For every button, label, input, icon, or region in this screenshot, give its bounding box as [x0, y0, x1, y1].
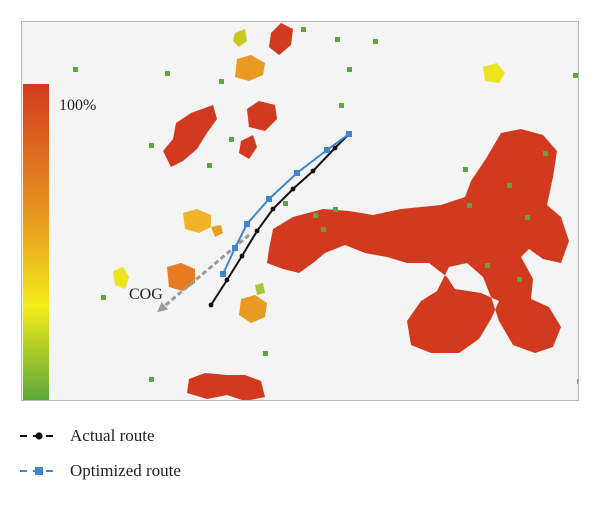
point-actual-route-6	[239, 253, 245, 259]
cell-3	[373, 39, 378, 44]
scattered-cells	[73, 27, 578, 384]
cell-16	[507, 183, 512, 188]
region-mid-7	[167, 263, 195, 291]
cell-20	[333, 207, 338, 212]
cell-25	[229, 137, 234, 142]
point-optimized-route-5	[232, 245, 238, 251]
legend-swatch-actual-route	[20, 432, 58, 440]
point-actual-route-3	[290, 186, 296, 192]
colorbar-max-label: 100%	[59, 97, 96, 114]
region-low-11	[483, 63, 505, 83]
point-actual-route-1	[332, 145, 338, 151]
region-high-5	[187, 373, 265, 400]
risk-regions	[113, 23, 569, 400]
cell-24	[577, 379, 578, 384]
cell-2	[335, 37, 340, 42]
legend-entry-actual-route: Actual route	[18, 424, 155, 448]
region-mid-6	[235, 55, 265, 81]
point-optimized-route-0	[346, 131, 352, 137]
cell-15	[525, 215, 530, 220]
cell-19	[313, 213, 318, 218]
point-optimized-route-6	[220, 271, 226, 277]
region-low-14	[255, 283, 265, 295]
cell-11	[339, 103, 344, 108]
legend-label-optimized-route: Optimized route	[70, 461, 181, 480]
legend: Actual route Optimized route	[18, 422, 318, 492]
cell-5	[165, 71, 170, 76]
routes	[208, 131, 352, 308]
cell-4	[73, 67, 78, 72]
region-high-1	[247, 101, 277, 131]
cell-22	[101, 295, 106, 300]
point-actual-route-8	[208, 302, 214, 308]
cell-9	[149, 143, 154, 148]
region-high-0	[163, 105, 217, 167]
region-mid-10	[211, 225, 223, 237]
region-mid-8	[239, 295, 267, 323]
legend-entry-optimized-route: Optimized route	[18, 459, 181, 483]
region-high-4	[267, 129, 569, 353]
region-mid-9	[183, 209, 211, 233]
region-low-13	[233, 29, 247, 47]
cog-annotation: COG	[129, 286, 163, 303]
cell-18	[517, 277, 522, 282]
region-low-12	[113, 267, 129, 289]
cell-6	[219, 79, 224, 84]
point-optimized-route-2	[294, 170, 300, 176]
cell-17	[485, 263, 490, 268]
cell-1	[301, 27, 306, 32]
cell-21	[263, 351, 268, 356]
point-actual-route-4	[270, 206, 276, 212]
cell-8	[573, 73, 578, 78]
region-high-3	[269, 23, 293, 55]
cell-10	[207, 163, 212, 168]
point-actual-route-7	[224, 277, 230, 283]
chart-svg: 100% COG	[23, 23, 578, 400]
legend-swatch-optimized-route	[20, 467, 58, 475]
colorbar	[23, 84, 49, 400]
point-actual-route-5	[254, 228, 260, 234]
point-optimized-route-4	[244, 221, 250, 227]
cell-27	[321, 227, 326, 232]
point-optimized-route-1	[324, 147, 330, 153]
point-optimized-route-3	[266, 196, 272, 202]
chart-plot-area: 100% COG	[21, 21, 579, 401]
cell-26	[283, 201, 288, 206]
point-actual-route-2	[310, 168, 316, 174]
region-high-2	[239, 135, 257, 159]
cell-13	[463, 167, 468, 172]
cell-23	[149, 377, 154, 382]
cell-12	[543, 151, 548, 156]
cell-14	[467, 203, 472, 208]
cell-7	[347, 67, 352, 72]
legend-label-actual-route: Actual route	[70, 426, 155, 445]
